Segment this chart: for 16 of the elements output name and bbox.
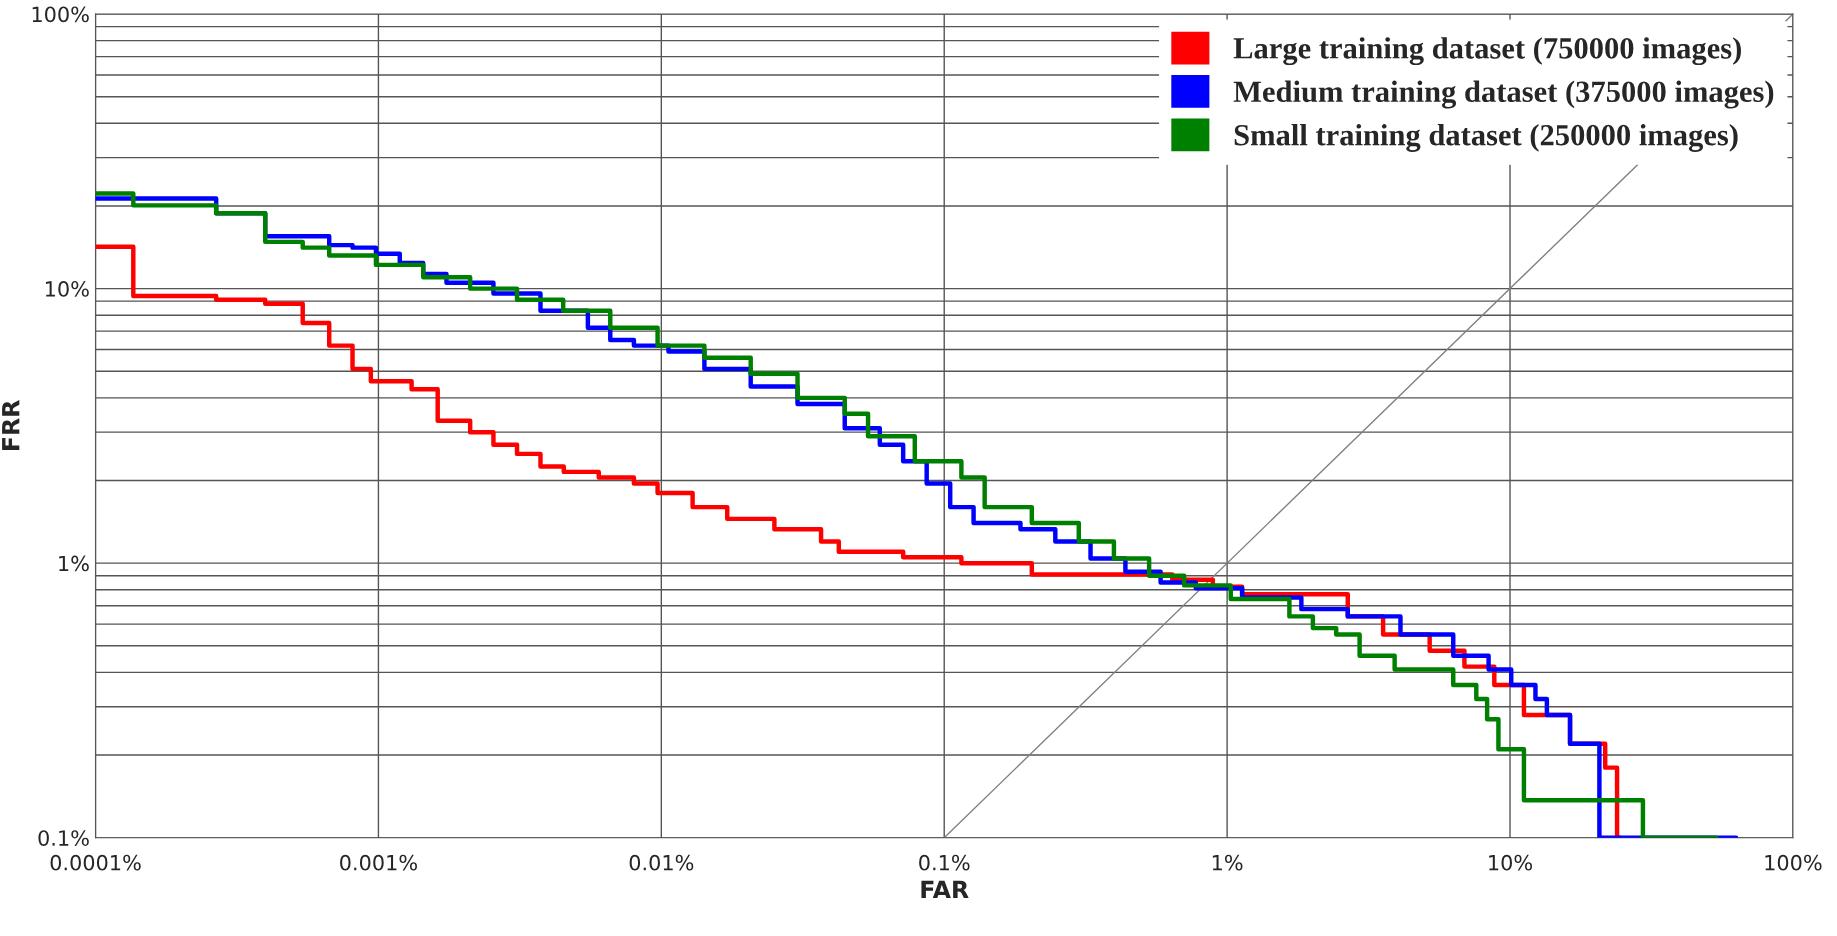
legend-label: Large training dataset (750000 images) (1233, 37, 1741, 66)
y-tick-label: 0.1% (38, 830, 89, 846)
legend-label: Medium training dataset (375000 images) (1233, 80, 1774, 109)
x-tick-label: 0.001% (340, 854, 417, 871)
x-tick-label: 10% (1489, 854, 1533, 871)
x-tick-label: 0.0001% (50, 854, 141, 871)
x-tick-label: 0.01% (629, 854, 694, 871)
legend-label: Small training dataset (250000 images) (1234, 123, 1738, 152)
y-tick-label: 100% (32, 6, 89, 23)
y-axis-title: FRR (2, 400, 20, 450)
x-tick-label: 1% (1212, 854, 1243, 871)
x-tick-label: 100% (1765, 854, 1822, 871)
y-tick-label: 1% (59, 555, 89, 572)
x-axis-title: FAR (921, 880, 969, 899)
y-tick-label: 10% (45, 281, 89, 297)
x-tick-label: 0.1% (919, 854, 970, 871)
